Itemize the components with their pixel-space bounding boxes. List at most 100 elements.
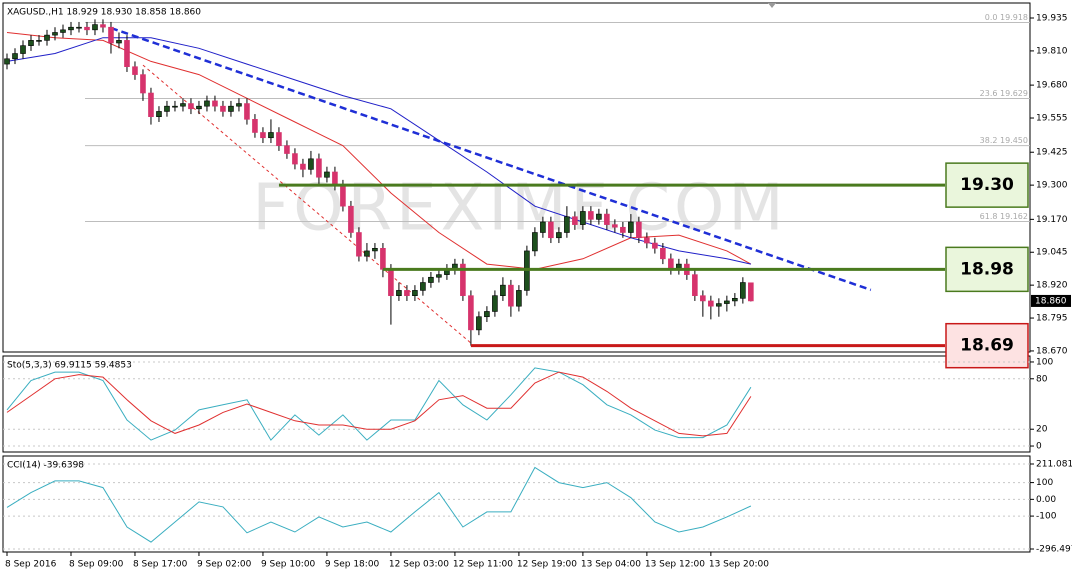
fib-label: 0.0 19.918 <box>985 13 1028 22</box>
level-box <box>945 322 1029 369</box>
y-tick-label: 100 <box>1036 478 1053 488</box>
y-tick-label: 19.170 <box>1036 215 1068 225</box>
fib-label: 23.6 19.629 <box>980 89 1028 98</box>
trendline <box>110 26 872 292</box>
shift-marker <box>768 3 776 8</box>
candle-body <box>276 132 282 146</box>
candle-body <box>564 216 570 233</box>
y-tick-label: 19.680 <box>1036 81 1068 91</box>
candle-body <box>484 311 490 318</box>
candle-body <box>588 211 594 220</box>
candle-body <box>316 158 322 178</box>
candle-body <box>404 290 410 296</box>
candle-body <box>652 242 658 249</box>
candle-body <box>212 100 218 107</box>
y-tick-label: 19.045 <box>1036 248 1068 258</box>
candle-body <box>740 282 746 299</box>
x-tick-label: 9 Sep 10:00 <box>261 560 316 570</box>
candle-body <box>548 221 554 239</box>
candle-body <box>220 105 226 112</box>
candle-body <box>700 295 706 302</box>
candle-body <box>556 232 562 239</box>
panel-title: XAGUSD.,H1 18.929 18.930 18.858 18.860 <box>7 8 201 18</box>
x-tick-label: 12 Sep 03:00 <box>389 560 449 570</box>
candle-body <box>716 303 722 307</box>
x-tick-label: 13 Sep 04:00 <box>581 560 641 570</box>
candle-body <box>44 34 50 41</box>
candle-body <box>348 205 354 233</box>
y-tick-label: 19.300 <box>1036 181 1068 191</box>
candle-body <box>12 53 18 60</box>
candle-body <box>100 24 106 28</box>
candle-body <box>108 26 114 44</box>
x-tick-label: 8 Sep 17:00 <box>133 560 188 570</box>
candle-body <box>148 92 154 118</box>
candle-body <box>420 282 426 291</box>
candle-body <box>140 74 146 94</box>
candle-body <box>388 269 394 296</box>
candle-body <box>92 24 98 31</box>
candle-body <box>132 66 138 75</box>
candle-body <box>628 221 634 233</box>
y-tick-label: -100 <box>1036 512 1057 522</box>
candle-body <box>36 40 42 42</box>
y-tick-label: -296.497 <box>1036 545 1072 555</box>
indicator-line <box>6 367 752 441</box>
candle-body <box>372 248 378 252</box>
candle-body <box>340 184 346 207</box>
x-tick-label: 8 Sep 09:00 <box>69 560 124 570</box>
candle-body <box>28 40 34 46</box>
y-tick-label: 18.795 <box>1036 314 1068 324</box>
y-tick-label: 19.425 <box>1036 148 1068 158</box>
candle-body <box>292 153 298 165</box>
candle-body <box>244 103 250 120</box>
x-tick-label: 12 Sep 11:00 <box>453 560 513 570</box>
candle-body <box>172 105 178 108</box>
y-tick-label: 100 <box>1036 357 1053 367</box>
candle-body <box>268 132 274 139</box>
x-tick-label: 12 Sep 19:00 <box>517 560 577 570</box>
candle-body <box>412 290 418 296</box>
panel-title: Sto(5,3,3) 69.9115 59.4853 <box>7 361 132 371</box>
current-price-label: 18.860 <box>1035 296 1067 306</box>
candle-body <box>156 111 162 118</box>
candle-body <box>476 316 482 331</box>
candle-body <box>636 221 642 239</box>
candle-body <box>76 26 82 29</box>
y-tick-label: 80 <box>1036 374 1048 384</box>
level-label: 18.69 <box>960 336 1014 356</box>
main-panel <box>2 2 1031 353</box>
candle-body <box>164 105 170 112</box>
candle-body <box>620 226 626 233</box>
candle-body <box>468 295 474 331</box>
candle-body <box>380 248 386 270</box>
y-tick-label: 0.00 <box>1036 495 1056 505</box>
candle-body <box>60 29 66 33</box>
indicator-line <box>6 466 752 543</box>
y-tick-label: 19.935 <box>1036 14 1068 24</box>
candle-body <box>188 103 194 110</box>
candle-body <box>644 237 650 244</box>
candle-body <box>396 290 402 296</box>
candle-body <box>612 224 618 228</box>
x-tick-label: 9 Sep 18:00 <box>325 560 380 570</box>
level-box <box>945 162 1029 208</box>
candle-body <box>300 163 306 170</box>
x-tick-label: 13 Sep 20:00 <box>709 560 769 570</box>
candle-body <box>724 300 730 304</box>
x-tick-label: 8 Sep 2016 <box>5 560 57 570</box>
candle-body <box>532 232 538 252</box>
x-tick-label: 13 Sep 12:00 <box>645 560 705 570</box>
candle-body <box>540 221 546 233</box>
current-price-tag <box>1031 294 1071 307</box>
candle-body <box>332 171 338 186</box>
candle-body <box>580 211 586 225</box>
candle-body <box>660 248 666 260</box>
y-tick-label: 18.670 <box>1036 346 1068 356</box>
y-tick-label: 211.0815 <box>1036 459 1072 469</box>
candle-body <box>228 105 234 112</box>
candle-body <box>436 274 442 278</box>
candle-body <box>84 26 90 31</box>
candle-body <box>364 250 370 257</box>
